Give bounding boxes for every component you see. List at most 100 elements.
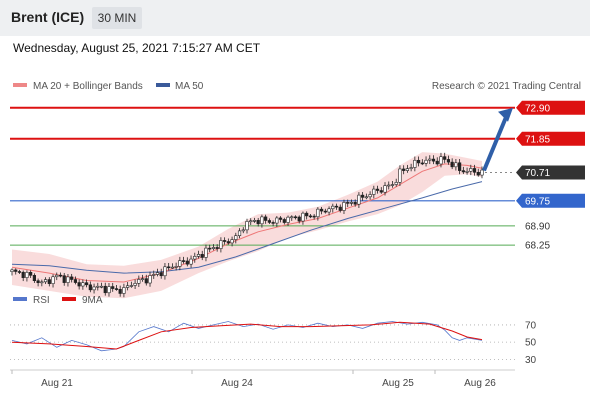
level-tags: 72.90 71.85 70.71 69.75 68.90 68.25 <box>516 100 585 252</box>
candle <box>454 158 458 171</box>
rsi-legend-swatch <box>13 297 27 301</box>
candle <box>383 182 387 196</box>
credit-text: Research © 2021 Trading Central <box>432 81 581 92</box>
candle <box>178 256 182 271</box>
candle <box>428 155 432 165</box>
candle <box>267 218 271 225</box>
x-tick-label: Aug 25 <box>382 378 414 389</box>
candle <box>297 215 301 224</box>
level-tag-4: 68.90 <box>525 221 550 232</box>
level-label: 72.90 <box>525 103 550 114</box>
candle <box>73 276 78 285</box>
level-tag-2: 70.71 <box>516 165 585 180</box>
candle <box>293 215 298 220</box>
candle <box>189 255 193 268</box>
candle <box>204 244 208 262</box>
candle <box>43 277 48 284</box>
candle <box>405 164 409 173</box>
candle <box>21 270 25 282</box>
level-tag-0: 72.90 <box>516 100 585 115</box>
candle <box>379 187 383 194</box>
candle <box>126 282 130 291</box>
candle <box>36 278 40 287</box>
candle <box>219 237 223 253</box>
candle <box>375 185 380 194</box>
candle <box>170 263 174 269</box>
candle <box>465 167 469 175</box>
candle <box>271 220 275 227</box>
level-tag-5: 68.25 <box>525 241 550 252</box>
candle <box>260 214 264 228</box>
candle <box>17 269 22 274</box>
ma9-legend-label: 9MA <box>82 295 103 306</box>
candle <box>308 213 313 219</box>
ma50-legend-swatch <box>156 83 170 87</box>
candle <box>118 285 122 297</box>
timestamp: Wednesday, August 25, 2021 7:15:27 AM CE… <box>13 41 261 55</box>
candle <box>323 208 327 214</box>
candle <box>66 274 70 287</box>
candle <box>111 282 115 292</box>
ma9-legend-swatch <box>62 297 76 301</box>
rsi-line <box>11 321 483 352</box>
candle <box>394 178 398 187</box>
candle <box>144 274 148 286</box>
candle <box>193 252 197 263</box>
candle <box>114 284 119 291</box>
candle <box>200 250 204 261</box>
candle <box>103 282 107 296</box>
candle <box>480 166 484 179</box>
candle <box>476 168 480 177</box>
candle <box>29 270 33 278</box>
candle <box>70 273 74 283</box>
candle <box>85 279 89 288</box>
candle <box>167 262 171 271</box>
interval-badge[interactable]: 30 MIN <box>92 7 142 29</box>
x-tick-label: Aug 24 <box>221 378 253 389</box>
candle <box>148 271 152 287</box>
candle <box>353 199 357 207</box>
candle <box>223 237 227 245</box>
candle <box>368 191 372 200</box>
candle <box>372 185 376 199</box>
candle <box>387 181 391 190</box>
candle <box>58 272 63 278</box>
rsi-tick-label: 30 <box>525 355 537 366</box>
candle <box>55 272 59 281</box>
level-label: 68.25 <box>525 241 550 252</box>
candle <box>361 192 365 201</box>
candle <box>140 274 145 282</box>
candle <box>398 165 402 186</box>
candle <box>320 206 324 215</box>
candle <box>256 217 260 227</box>
candle <box>230 236 234 247</box>
candle <box>286 215 290 227</box>
candle <box>275 216 279 227</box>
candle <box>413 156 417 172</box>
candle <box>346 199 350 208</box>
ma50-legend-label: MA 50 <box>175 81 204 92</box>
candle <box>122 283 126 298</box>
candle <box>99 282 104 289</box>
candle <box>25 270 29 282</box>
candle <box>312 214 316 220</box>
candle <box>62 272 66 286</box>
candle <box>424 156 428 167</box>
candle <box>40 279 44 287</box>
candle <box>334 203 339 210</box>
level-tag-3: 69.75 <box>516 193 585 208</box>
candle <box>10 268 14 276</box>
candle <box>331 203 335 213</box>
candle <box>215 244 219 252</box>
candle <box>47 277 51 287</box>
level-tag-1: 71.85 <box>516 131 585 146</box>
candle <box>278 216 283 223</box>
header-bar: Brent (ICE) 30 MIN <box>0 0 590 36</box>
candle <box>51 274 55 288</box>
x-tick-label: Aug 26 <box>464 378 496 389</box>
candle <box>88 281 92 293</box>
candle <box>342 199 346 215</box>
candle <box>241 227 245 234</box>
rsi-tick-label: 70 <box>525 320 537 331</box>
